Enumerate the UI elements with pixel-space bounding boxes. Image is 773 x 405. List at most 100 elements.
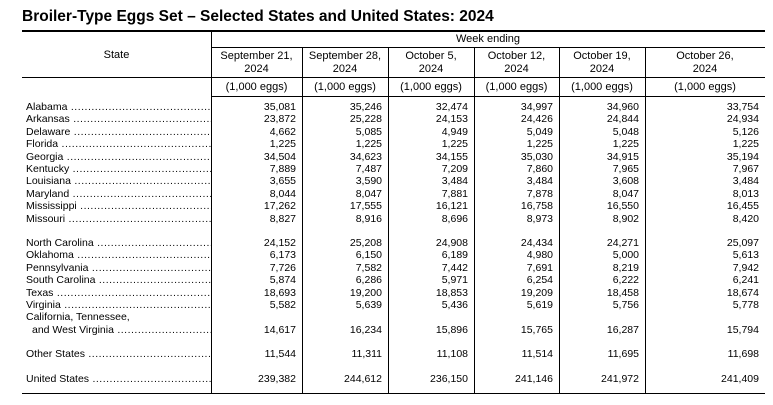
column-unit: (1,000 eggs)	[314, 81, 376, 93]
value-cell: 3,590	[355, 175, 382, 188]
value-cell: 11,108	[436, 347, 468, 360]
value-cell: 3,484	[732, 175, 759, 188]
value-cell: 25,228	[349, 113, 382, 126]
value-cell: 24,152	[263, 237, 296, 249]
value-cell: 19,200	[349, 286, 382, 299]
state-name: Oklahoma	[26, 249, 74, 262]
value-cell: 34,504	[263, 150, 296, 163]
state-column-header: State	[103, 49, 130, 61]
value-cell: 34,997	[520, 101, 553, 113]
state-name: Virginia	[26, 299, 61, 311]
value-cell: 34,915	[606, 150, 639, 163]
column-unit: (1,000 eggs)	[225, 81, 288, 93]
value-cell: 11,698	[727, 347, 759, 360]
value-cell: 236,150	[430, 372, 468, 385]
state-label: Kentucky ...............................…	[26, 163, 211, 175]
value-cell: 8,219	[612, 261, 639, 274]
table-row: Maryland ...............................…	[0, 188, 773, 200]
value-cell: 11,311	[351, 347, 382, 360]
value-cell: 24,153	[435, 113, 468, 126]
column-divider	[211, 31, 212, 393]
leader-dots: ........................................…	[61, 138, 211, 151]
leader-dots: ........................................…	[73, 113, 211, 126]
table-row: Oklahoma ...............................…	[0, 249, 773, 261]
value-cell: 15,794	[726, 323, 759, 336]
state-label: North Carolina .........................…	[26, 237, 211, 249]
value-cell: 17,262	[263, 200, 296, 213]
column-date: October 26,	[676, 50, 734, 62]
value-cell: 5,436	[441, 299, 468, 311]
state-name: North Carolina	[26, 237, 94, 249]
value-cell: 24,934	[726, 113, 759, 126]
value-cell: 16,234	[349, 323, 382, 336]
state-label: Texas ..................................…	[26, 287, 211, 299]
state-name: South Carolina	[26, 274, 96, 287]
value-cell: 35,081	[263, 101, 296, 113]
value-cell: 241,146	[515, 372, 553, 385]
value-cell: 5,049	[526, 125, 553, 138]
value-cell: 16,287	[606, 323, 639, 336]
leader-dots: ........................................…	[98, 274, 211, 287]
table-row: Mississippi ............................…	[0, 200, 773, 212]
value-cell: 6,286	[355, 274, 382, 287]
value-cell: 7,942	[732, 261, 759, 274]
value-cell: 24,426	[520, 113, 553, 126]
table-row: United States ..........................…	[0, 373, 773, 385]
value-cell: 14,617	[263, 323, 296, 336]
value-cell: 7,726	[269, 261, 296, 274]
week-column-header: October 26, 2024	[645, 50, 765, 75]
column-year: 2024	[692, 62, 718, 75]
state-name: Delaware	[26, 125, 71, 138]
state-label: Louisiana ..............................…	[26, 175, 211, 187]
value-cell: 18,674	[726, 286, 759, 299]
column-date: October 12,	[487, 50, 546, 62]
value-cell: 32,474	[435, 101, 468, 113]
column-unit: (1,000 eggs)	[485, 81, 548, 93]
leader-dots: ........................................…	[97, 237, 211, 249]
leader-dots: ........................................…	[56, 286, 211, 299]
value-cell: 11,514	[521, 347, 553, 360]
leader-dots: ........................................…	[70, 101, 211, 113]
value-cell: 24,434	[520, 237, 553, 249]
value-cell: 8,420	[732, 212, 759, 225]
value-cell: 241,409	[721, 372, 759, 385]
value-cell: 11,695	[607, 347, 639, 360]
state-label: Other States ...........................…	[26, 348, 211, 360]
column-divider	[302, 47, 303, 393]
state-label: Virginia ...............................…	[26, 299, 211, 311]
column-year: 2024	[504, 62, 529, 75]
column-unit: (1,000 eggs)	[674, 81, 736, 93]
leader-dots: ........................................…	[64, 299, 211, 311]
value-cell: 8,916	[355, 212, 382, 225]
value-cell: 5,778	[732, 299, 759, 311]
state-label: South Carolina .........................…	[26, 274, 211, 286]
value-cell: 35,246	[349, 101, 382, 113]
state-name: Pennsylvania	[26, 261, 89, 274]
value-cell: 5,639	[355, 299, 382, 311]
unit-rule	[211, 96, 765, 97]
value-cell: 18,853	[435, 286, 468, 299]
state-label: Missouri ...............................…	[26, 213, 211, 225]
value-cell: 25,097	[726, 237, 759, 249]
state-label: Pennsylvania ...........................…	[26, 262, 211, 274]
value-cell: 7,965	[612, 163, 639, 175]
value-cell: 5,971	[441, 274, 468, 287]
state-name: Missouri	[26, 212, 66, 225]
value-cell: 5,756	[612, 299, 639, 311]
value-cell: 7,487	[355, 163, 382, 175]
value-cell: 5,613	[732, 249, 759, 262]
state-label: Arkansas ...............................…	[26, 113, 211, 125]
column-year: 2024	[244, 62, 269, 75]
value-cell: 6,222	[612, 274, 639, 287]
value-cell: 6,254	[526, 274, 553, 287]
value-cell: 1,225	[355, 138, 382, 151]
column-year: 2024	[332, 62, 358, 75]
value-cell: 6,173	[269, 249, 296, 262]
week-column-header: October 19, 2024	[559, 50, 645, 75]
table-row: Missouri ...............................…	[0, 213, 773, 225]
leader-dots: ........................................…	[77, 249, 211, 262]
leader-dots: ........................................…	[92, 372, 211, 385]
value-cell: 18,458	[606, 286, 639, 299]
value-cell: 16,550	[606, 200, 639, 213]
table-row: Virginia ...............................…	[0, 299, 773, 311]
